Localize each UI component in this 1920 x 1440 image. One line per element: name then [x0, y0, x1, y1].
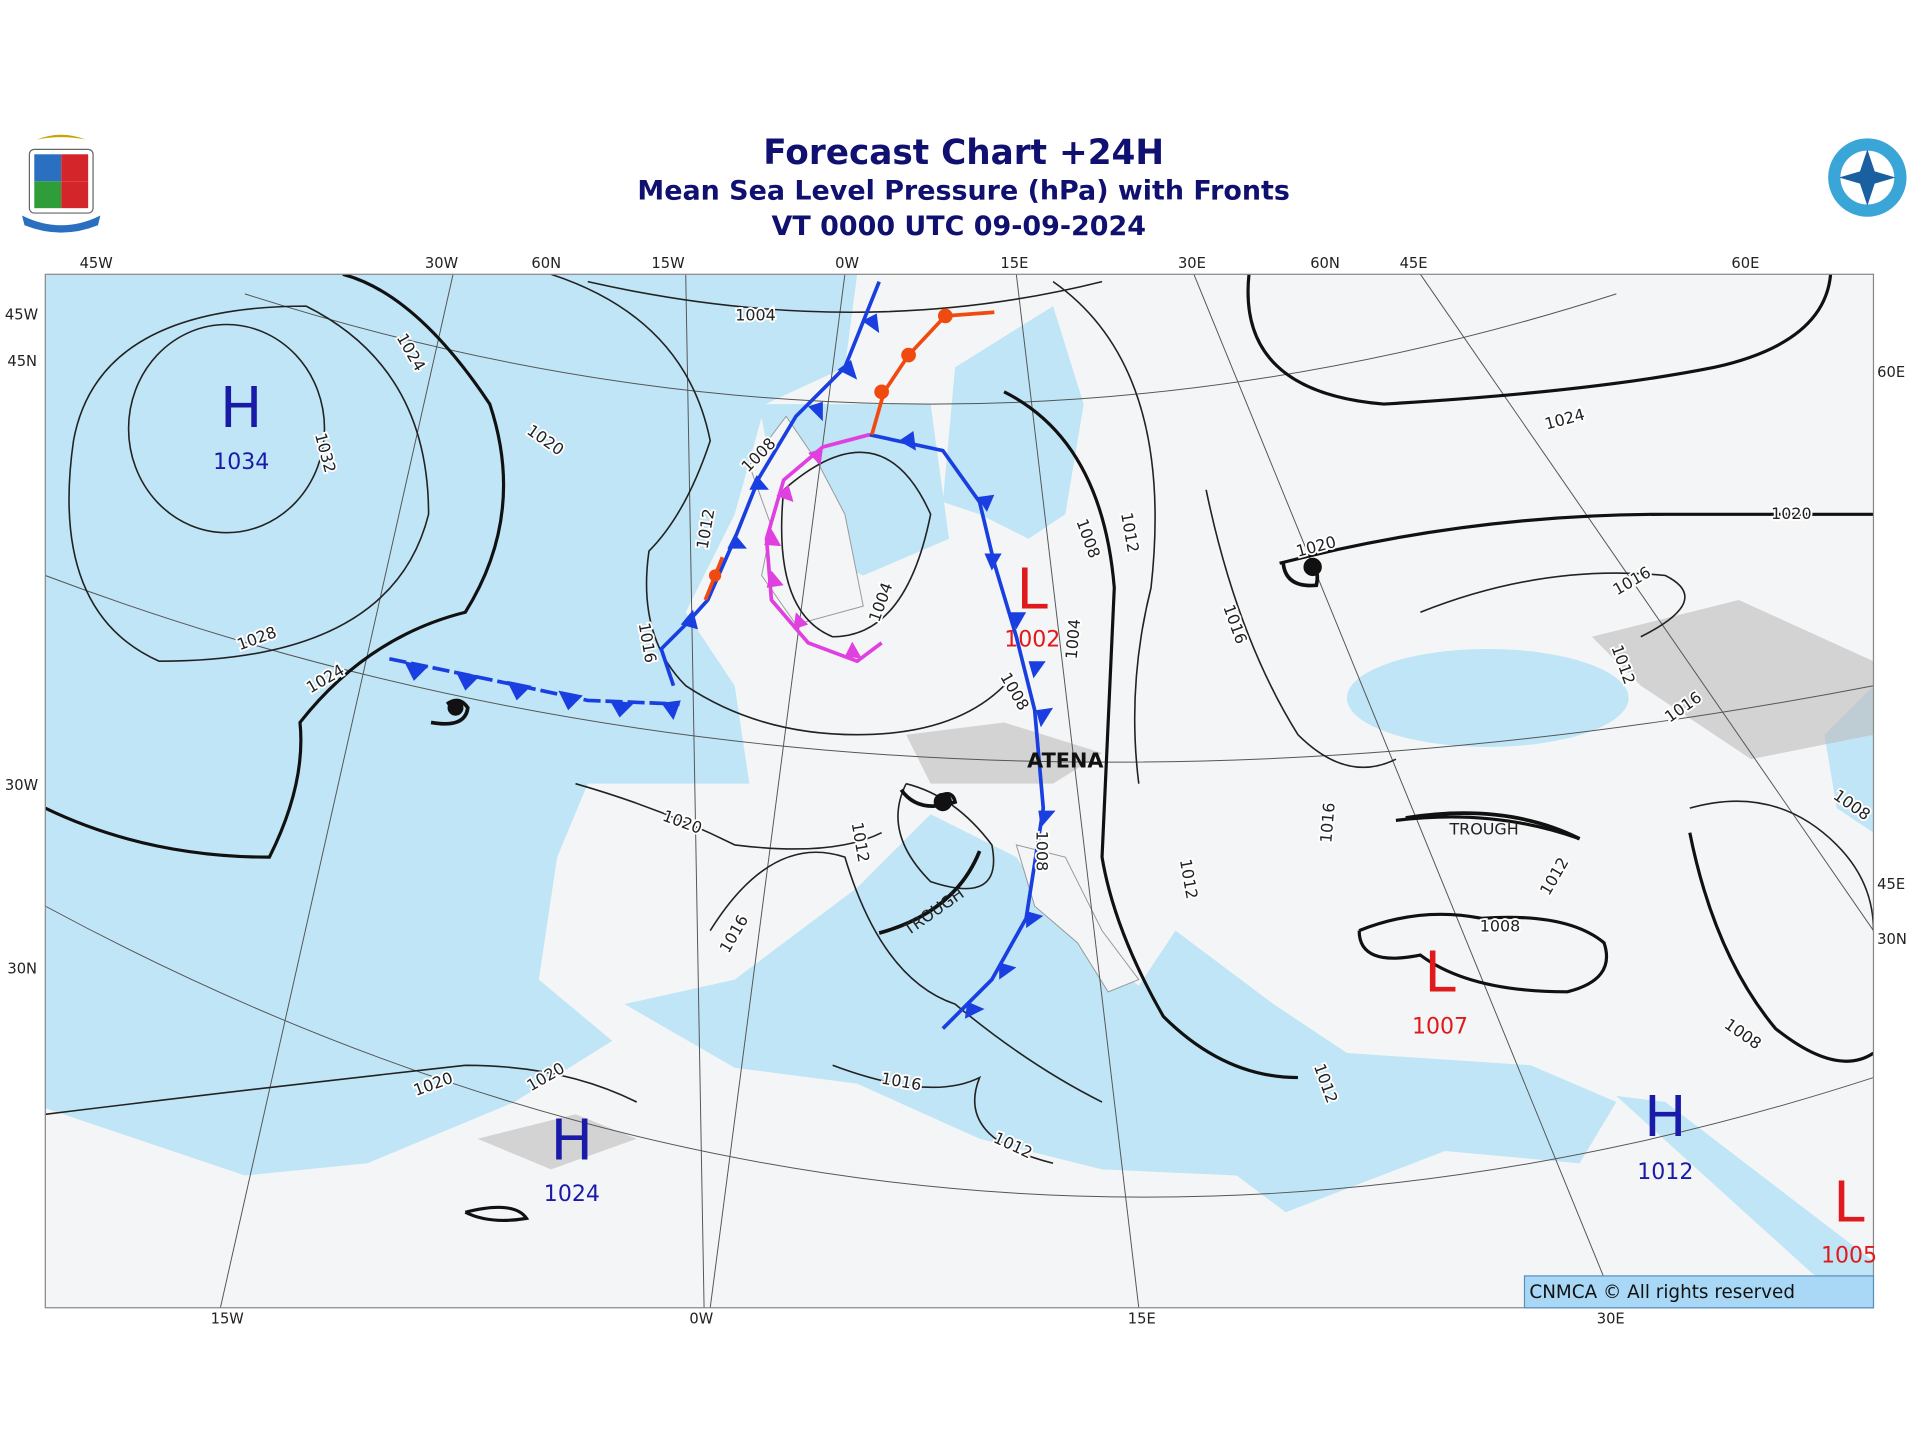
red-sea [1616, 1095, 1874, 1308]
graticule-label: 45W [5, 307, 39, 324]
graticule-label: 45E [1877, 876, 1905, 893]
isobar-label: 1016 [1316, 802, 1338, 844]
graticule-label: 30E [1178, 255, 1206, 272]
isobars [45, 274, 1874, 1222]
graticule-label: 15W [651, 255, 685, 272]
graticule-label: 0W [835, 255, 859, 272]
title: Forecast Chart +24H [763, 133, 1164, 173]
graticule-label: 60N [531, 255, 561, 272]
pressure-center-symbol: H [1644, 1085, 1686, 1150]
pressure-center-value: 1034 [213, 450, 269, 475]
copyright: CNMCA © All rights reserved [1529, 1282, 1795, 1303]
graticule-label: 60E [1731, 255, 1759, 272]
pressure-center-symbol: H [551, 1108, 593, 1173]
mediterranean [624, 814, 1617, 1213]
baltic [942, 306, 1084, 539]
map-area [45, 274, 1874, 1308]
graticule-label: 30N [7, 960, 37, 977]
isobar-label: 1008 [1032, 831, 1051, 871]
pressure-center-value: 1024 [544, 1182, 600, 1207]
pressure-center-symbol: L [1833, 1171, 1865, 1236]
valid-time: VT 0000 UTC 09-09-2024 [772, 211, 1146, 242]
pressure-center-symbol: L [1424, 941, 1456, 1006]
cold-front [868, 432, 1046, 1030]
stationary-front [389, 656, 680, 706]
trough-line [1405, 811, 1581, 841]
graticule-label: 0W [689, 1311, 713, 1328]
graticule-label: 60E [1877, 364, 1905, 381]
graticule-label: 45E [1400, 255, 1428, 272]
subtitle: Mean Sea Level Pressure (hPa) with Front… [637, 176, 1290, 207]
relief [477, 600, 1874, 1170]
pressure-center-value: 1012 [1637, 1160, 1693, 1185]
isobar-label: 1020 [1771, 504, 1811, 523]
pressure-center-value: 1007 [1412, 1014, 1468, 1039]
fronts [389, 280, 1056, 1030]
black-sea [1346, 648, 1629, 747]
italy [1015, 844, 1140, 993]
graticule-label: 30E [1597, 1311, 1625, 1328]
copyright-box [1523, 1275, 1875, 1309]
graticule-label: 15E [1128, 1311, 1156, 1328]
isobar-label: 1008 [1480, 916, 1520, 935]
pressure-center-value: 1002 [1004, 627, 1060, 652]
pressure-center-symbol: L [1017, 557, 1049, 622]
map-border [44, 273, 1875, 1309]
graticule-label: 45W [80, 255, 114, 272]
graticule-label: 30N [1877, 931, 1907, 948]
isobar-label: 1004 [1062, 618, 1084, 660]
graticule-label: 30W [425, 255, 459, 272]
cyclone-symbols [430, 557, 1322, 812]
isobar-label: 1004 [735, 305, 775, 324]
left-logo [22, 134, 101, 233]
graticule-label: 15E [1000, 255, 1028, 272]
graticule-label: 30W [5, 777, 39, 794]
graticule-label: 45N [7, 353, 37, 370]
right-logo [1828, 138, 1907, 217]
pressure-center-symbol: H [220, 376, 262, 441]
graticule-label: 60N [1310, 255, 1340, 272]
station-label: ATENA [1027, 749, 1103, 773]
graticule-label: 15W [211, 1311, 245, 1328]
trough-label: TROUGH [1448, 820, 1518, 839]
trough-line [878, 850, 982, 935]
pressure-center-value: 1005 [1821, 1243, 1877, 1268]
